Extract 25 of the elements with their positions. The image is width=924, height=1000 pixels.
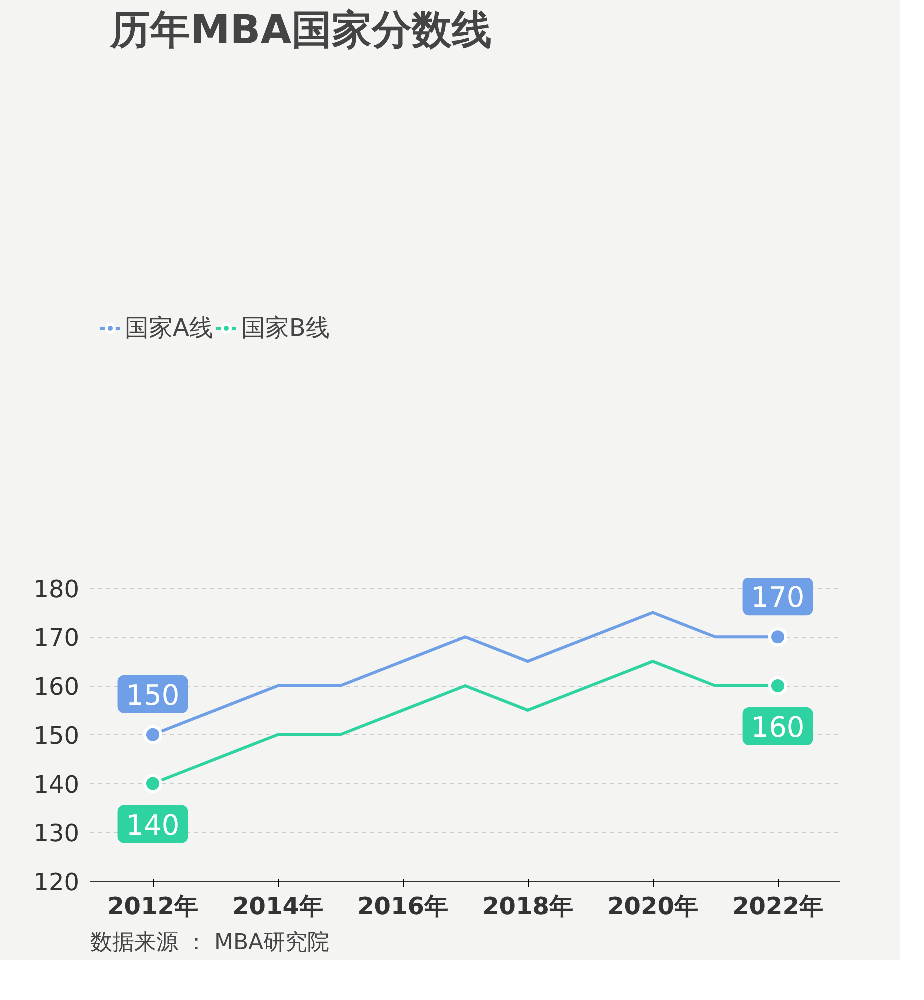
x-tick-label: 2014年 — [232, 892, 324, 920]
data-label: 140 — [126, 808, 180, 842]
y-tick-label: 160 — [34, 673, 80, 702]
x-tick-label: 2020年 — [608, 892, 698, 920]
point — [768, 676, 788, 696]
data-label: 150 — [126, 678, 180, 712]
x-tick-label: 2018年 — [482, 892, 574, 920]
y-tick-label: 120 — [34, 868, 80, 896]
y-tick-label: 130 — [34, 820, 80, 848]
legend-label: 国家A线 — [125, 313, 214, 344]
source-note: 数据来源 ： MBA研究院 — [90, 930, 330, 956]
data-label: 160 — [751, 711, 805, 744]
x-tick-label: 2012年 — [108, 892, 198, 920]
data-label: 170 — [751, 581, 805, 614]
x-tick-label: 2022年 — [732, 892, 824, 920]
x-tick-label: 2016年 — [358, 892, 448, 920]
chart-title: 历年MBA国家分数线 — [110, 8, 492, 54]
point — [144, 725, 162, 744]
y-tick-label: 140 — [34, 770, 80, 799]
legend-label: 国家B线 — [241, 313, 330, 344]
y-tick-label: 170 — [34, 624, 80, 652]
y-tick-label: 180 — [34, 575, 80, 604]
point — [144, 774, 162, 794]
y-tick-label: 150 — [34, 722, 80, 750]
point — [768, 628, 788, 647]
